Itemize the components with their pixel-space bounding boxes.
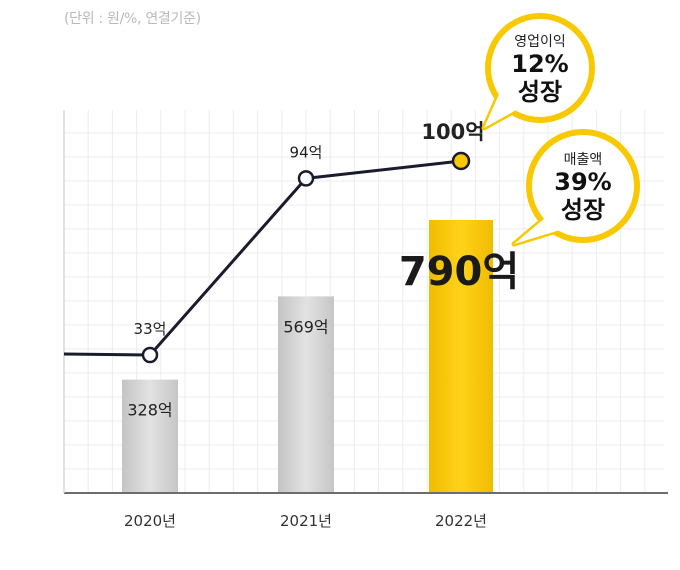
callout-value: 39% (554, 168, 611, 196)
x-tick-label: 2021년 (280, 512, 332, 530)
x-axis: 2020년 2021년 2022년 (63, 110, 668, 530)
x-tick-label: 2020년 (124, 512, 176, 530)
x-tick-label: 2022년 (435, 512, 487, 530)
profit-value-label-highlight: 100억 (421, 120, 484, 144)
callout-tail-fill (484, 92, 520, 128)
bar-value-label-highlight: 790억 (399, 249, 519, 295)
profit-line-path (63, 159, 462, 357)
bar-value-label: 569억 (283, 317, 328, 336)
profit-point (297, 170, 315, 187)
callout-tail-fill (514, 218, 560, 244)
callout-value: 12% (511, 50, 568, 78)
profit-line: 33억 94억 100억 (63, 120, 485, 364)
bar-value-label: 328억 (127, 401, 172, 420)
callout-bubble (526, 129, 640, 243)
callout-title: 매출액 (564, 152, 603, 168)
callout-bubble (485, 13, 595, 123)
profit-value-label: 94억 (290, 143, 323, 161)
bar-2021년 (278, 296, 334, 493)
profit-point (141, 346, 159, 364)
unit-note: (단위 : 원/%, 연결기준) (64, 11, 201, 27)
callout-title: 영업이익 (514, 34, 566, 50)
profit-value-label: 33억 (134, 320, 167, 338)
bars: 328억 569억 790억 (122, 220, 519, 493)
callout-suffix: 성장 (518, 78, 562, 106)
bar-2020년 (122, 379, 178, 493)
callout-suffix: 성장 (561, 196, 605, 224)
profit-point (451, 151, 471, 171)
bar-2022년 (429, 220, 493, 493)
